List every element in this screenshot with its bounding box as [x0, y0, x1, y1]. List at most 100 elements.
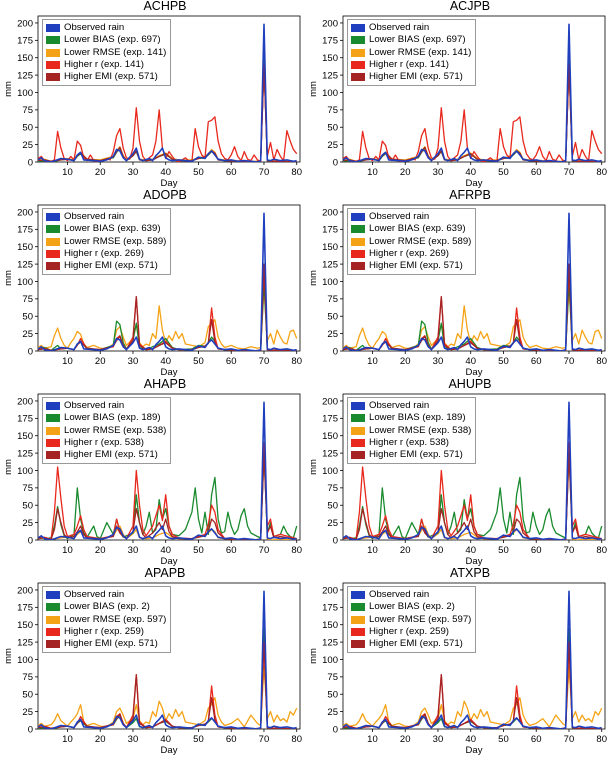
chart-legend: Observed rain Lower BIAS (exp. 639) Lower … — [42, 208, 172, 276]
x-tick-label: 80 — [596, 356, 607, 367]
y-tick-label: 150 — [17, 620, 33, 631]
y-axis-label: mm — [308, 270, 319, 286]
legend-label: Lower BIAS (exp. 697) — [64, 34, 161, 46]
legend-label: Higher EMI (exp. 571) — [369, 449, 463, 461]
plot-frame — [342, 15, 606, 163]
series-line-observed — [38, 590, 297, 729]
legend-label: Higher EMI (exp. 571) — [64, 638, 158, 650]
legend-swatch — [351, 24, 365, 33]
y-tick-label: 175 — [17, 225, 33, 236]
legend-swatch — [351, 451, 365, 460]
y-tick-label: 0 — [333, 346, 338, 357]
x-tick-label: 40 — [465, 356, 476, 367]
x-tick-label: 20 — [400, 167, 411, 178]
legend-item-rmse: Lower RMSE (exp. 597) — [46, 614, 166, 626]
legend-swatch — [351, 615, 365, 624]
y-tick-label: 175 — [322, 414, 338, 425]
x-tick-label: 40 — [160, 356, 171, 367]
legend-swatch — [351, 439, 365, 448]
series-line-observed — [343, 401, 602, 540]
x-tick-label: 60 — [531, 167, 542, 178]
legend-item-emi: Higher EMI (exp. 571) — [46, 449, 166, 461]
y-tick-label: 25 — [327, 707, 338, 718]
chart-title: AHUPB — [448, 377, 492, 391]
chart-plot: 0 25 50 75 100 125 150 175 200 10 20 30 40 50 60 70 80 mm… — [308, 393, 607, 567]
series-line-rmse — [38, 665, 298, 728]
legend-swatch — [351, 414, 365, 423]
y-axis-label: mm — [308, 459, 319, 475]
x-tick-label: 50 — [193, 167, 204, 178]
x-tick-label: 20 — [95, 545, 106, 556]
chart-plot: 0 25 50 75 100 125 150 175 200 10 20 30 40 50 60 70 80 mm… — [308, 582, 607, 756]
legend-label: Lower RMSE (exp. 589) — [369, 235, 472, 247]
y-tick-label: 200 — [322, 585, 338, 596]
legend-label: Observed rain — [64, 22, 125, 33]
plot-frame — [37, 393, 301, 541]
legend-item-r: Higher r (exp. 141) — [351, 59, 471, 71]
y-tick-label: 125 — [322, 448, 338, 459]
y-tick-label: 25 — [22, 140, 33, 151]
legend-label: Lower BIAS (exp. 2) — [369, 601, 455, 613]
y-tick-label: 100 — [322, 277, 338, 288]
x-tick-label: 70 — [259, 356, 270, 367]
chart-plot: 0 25 50 75 100 125 150 175 200 10 20 30 40 50 60 70 80 mm… — [308, 15, 607, 189]
y-tick-label: 125 — [322, 637, 338, 648]
y-tick-label: 50 — [327, 690, 338, 701]
y-tick-label: 175 — [322, 36, 338, 47]
y-tick-label: 200 — [17, 207, 33, 218]
x-tick-label: 40 — [465, 545, 476, 556]
legend-item-bias: Lower BIAS (exp. 2) — [46, 601, 166, 613]
x-tick-label: 40 — [160, 545, 171, 556]
series-line-observed — [38, 212, 297, 351]
legend-label: Observed rain — [64, 589, 125, 600]
chart-plot: 0 25 50 75 100 125 150 175 200 10 20 30 40 50 60 70 80 mm… — [3, 393, 302, 567]
x-tick-label: 60 — [531, 356, 542, 367]
y-tick-label: 100 — [322, 466, 338, 477]
legend-item-emi: Higher EMI (exp. 571) — [46, 638, 166, 650]
legend-label: Higher r (exp. 141) — [369, 58, 449, 70]
y-tick-label: 150 — [322, 620, 338, 631]
legend-label: Lower BIAS (exp. 189) — [369, 412, 466, 424]
chart-legend: Observed rain Lower BIAS (exp. 697) Lower … — [42, 19, 172, 87]
y-tick-label: 0 — [333, 724, 338, 735]
legend-label: Lower RMSE (exp. 597) — [64, 613, 167, 625]
legend-swatch — [351, 237, 365, 246]
y-tick-label: 200 — [17, 585, 33, 596]
y-tick-label: 200 — [322, 207, 338, 218]
legend-label: Lower BIAS (exp. 639) — [369, 223, 466, 235]
legend-item-bias: Lower BIAS (exp. 697) — [351, 34, 471, 46]
legend-item-r: Higher r (exp. 538) — [351, 437, 471, 449]
legend-item-rmse: Lower RMSE (exp. 597) — [351, 614, 471, 626]
legend-item-bias: Lower BIAS (exp. 189) — [351, 412, 471, 424]
x-tick-label: 70 — [564, 545, 575, 556]
chart-legend: Observed rain Lower BIAS (exp. 2) Lower RM… — [347, 586, 477, 654]
x-tick-label: 60 — [531, 734, 542, 745]
plot-frame — [37, 204, 301, 352]
legend-swatch — [351, 61, 365, 70]
legend-label: Lower RMSE (exp. 538) — [369, 424, 472, 436]
plot-frame — [37, 582, 301, 730]
x-tick-label: 30 — [128, 734, 139, 745]
y-tick-label: 125 — [322, 70, 338, 81]
x-tick-label: 10 — [367, 734, 378, 745]
x-tick-label: 80 — [291, 545, 302, 556]
legend-swatch — [46, 225, 60, 234]
y-tick-label: 175 — [322, 603, 338, 614]
chart-title: ACJPB — [449, 0, 491, 13]
x-tick-label: 30 — [128, 356, 139, 367]
x-tick-label: 80 — [291, 734, 302, 745]
legend-label: Lower BIAS (exp. 639) — [64, 223, 161, 235]
x-axis-label: Day — [466, 178, 483, 189]
legend-item-r: Higher r (exp. 538) — [46, 437, 166, 449]
legend-item-rmse: Lower RMSE (exp. 141) — [351, 47, 471, 59]
y-tick-label: 100 — [17, 88, 33, 99]
legend-item-r: Higher r (exp. 141) — [46, 59, 166, 71]
x-tick-label: 20 — [95, 356, 106, 367]
x-tick-label: 50 — [193, 734, 204, 745]
legend-label: Lower BIAS (exp. 697) — [369, 34, 466, 46]
y-tick-label: 50 — [327, 123, 338, 134]
legend-label: Higher EMI (exp. 571) — [64, 260, 158, 272]
x-tick-label: 10 — [62, 545, 73, 556]
legend-label: Observed rain — [369, 400, 430, 411]
